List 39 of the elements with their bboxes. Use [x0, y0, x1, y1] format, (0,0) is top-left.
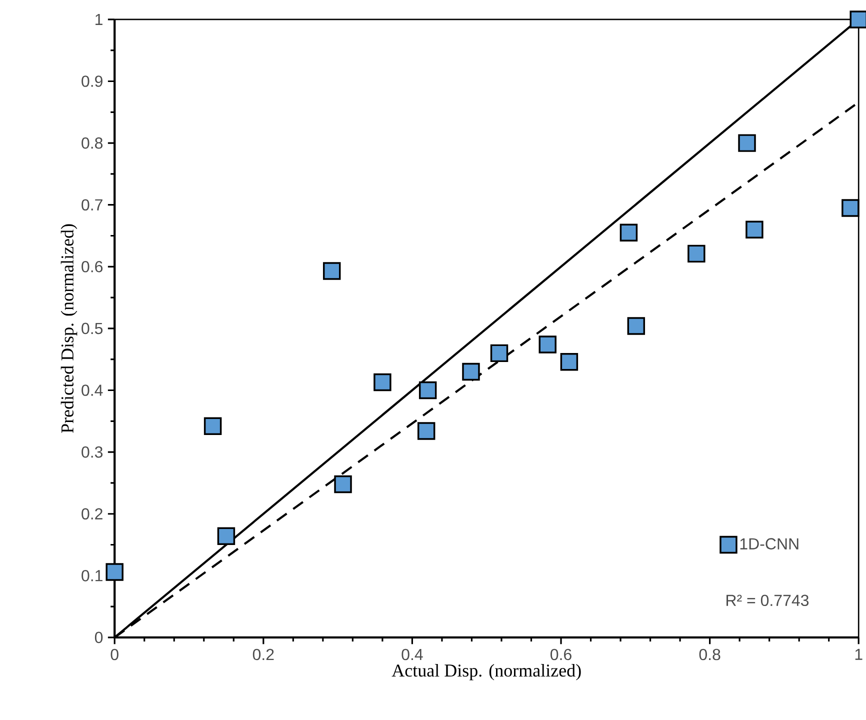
y-tick-label: 0	[94, 632, 103, 644]
point	[620, 224, 638, 242]
x-tick-label: 0.2	[252, 648, 274, 660]
y-tick-label: 0.5	[82, 322, 103, 334]
point	[842, 199, 860, 217]
point	[322, 262, 341, 280]
y-tick-label: 0.9	[82, 76, 102, 87]
point	[627, 317, 646, 335]
x-tick-label: 0.6	[550, 648, 572, 660]
y-tick-label: 0.2	[82, 508, 102, 520]
point	[334, 475, 352, 494]
y-tick-label: 0.7	[82, 199, 102, 211]
x-tick-label: 0.8	[699, 648, 720, 660]
y-tick-label: 1	[96, 14, 102, 25]
point	[204, 417, 222, 435]
y-tick-label: 0.8	[82, 137, 103, 149]
annotation: R² = 0.7743	[726, 594, 809, 606]
point	[560, 352, 578, 371]
point	[538, 336, 556, 354]
point	[490, 344, 508, 362]
point	[374, 373, 392, 392]
y-tick-label: 0.1	[82, 570, 102, 582]
point	[688, 244, 706, 263]
legend-label: 1D-CNN	[740, 538, 798, 550]
y-axis-title: Predicted Disp. (normalized)	[60, 224, 78, 433]
y-tick-label: 0.6	[82, 261, 103, 272]
point	[462, 362, 480, 381]
x-tick-label: 0	[110, 648, 118, 660]
x-axis-title: Actual Disp. (normalized)	[392, 664, 581, 680]
y-tick-label: 0.3	[82, 446, 103, 458]
x-tick-label: 1	[855, 648, 862, 660]
x-tick-label: 0.4	[402, 648, 423, 660]
point	[217, 527, 236, 545]
point	[106, 563, 124, 581]
point	[417, 422, 436, 440]
point	[746, 220, 764, 238]
y-tick-label: 0.4	[82, 384, 103, 396]
point	[418, 381, 437, 400]
point	[738, 134, 756, 152]
